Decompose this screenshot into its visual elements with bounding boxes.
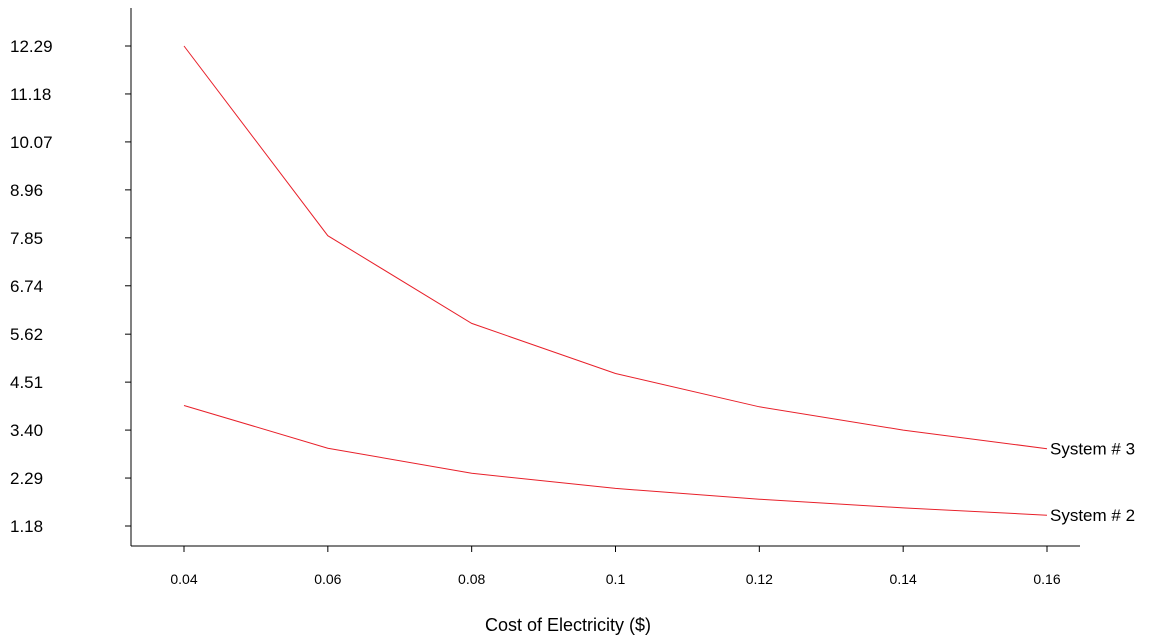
y-tick-label: 6.74 bbox=[10, 277, 43, 296]
y-tick-label: 3.40 bbox=[10, 421, 43, 440]
series-line-system-3 bbox=[183, 45, 1048, 450]
x-tick-label: 0.16 bbox=[1033, 571, 1060, 587]
y-tick-label: 7.85 bbox=[10, 229, 43, 248]
y-tick-label: 11.18 bbox=[10, 85, 51, 104]
y-tick-label: 12.29 bbox=[10, 37, 53, 56]
y-tick-label: 8.96 bbox=[10, 181, 43, 200]
series-group: System # 3 System # 2 bbox=[183, 45, 1135, 525]
x-axis-ticks: 0.04 0.06 0.08 0.1 0.12 0.14 0.16 bbox=[170, 546, 1061, 587]
x-tick-label: 0.08 bbox=[458, 571, 485, 587]
y-tick-label: 4.51 bbox=[10, 373, 43, 392]
x-tick-label: 0.12 bbox=[746, 571, 773, 587]
x-tick-label: 0.06 bbox=[314, 571, 341, 587]
series-label: System # 2 bbox=[1050, 506, 1135, 525]
x-axis-label: Cost of Electricity ($) bbox=[485, 615, 651, 635]
y-tick-label: 2.29 bbox=[10, 469, 43, 488]
y-tick-label: 5.62 bbox=[10, 325, 43, 344]
y-tick-label: 10.07 bbox=[10, 133, 53, 152]
x-tick-label: 0.14 bbox=[890, 571, 917, 587]
x-tick-label: 0.04 bbox=[170, 571, 197, 587]
series-line-system-2 bbox=[183, 405, 1048, 516]
x-tick-label: 0.1 bbox=[606, 571, 626, 587]
series-label: System # 3 bbox=[1050, 440, 1135, 459]
y-axis-ticks: 1.18 2.29 3.40 4.51 5.62 6.74 7.85 8.96 10.07 11.… bbox=[10, 37, 131, 536]
y-tick-label: 1.18 bbox=[10, 517, 43, 536]
